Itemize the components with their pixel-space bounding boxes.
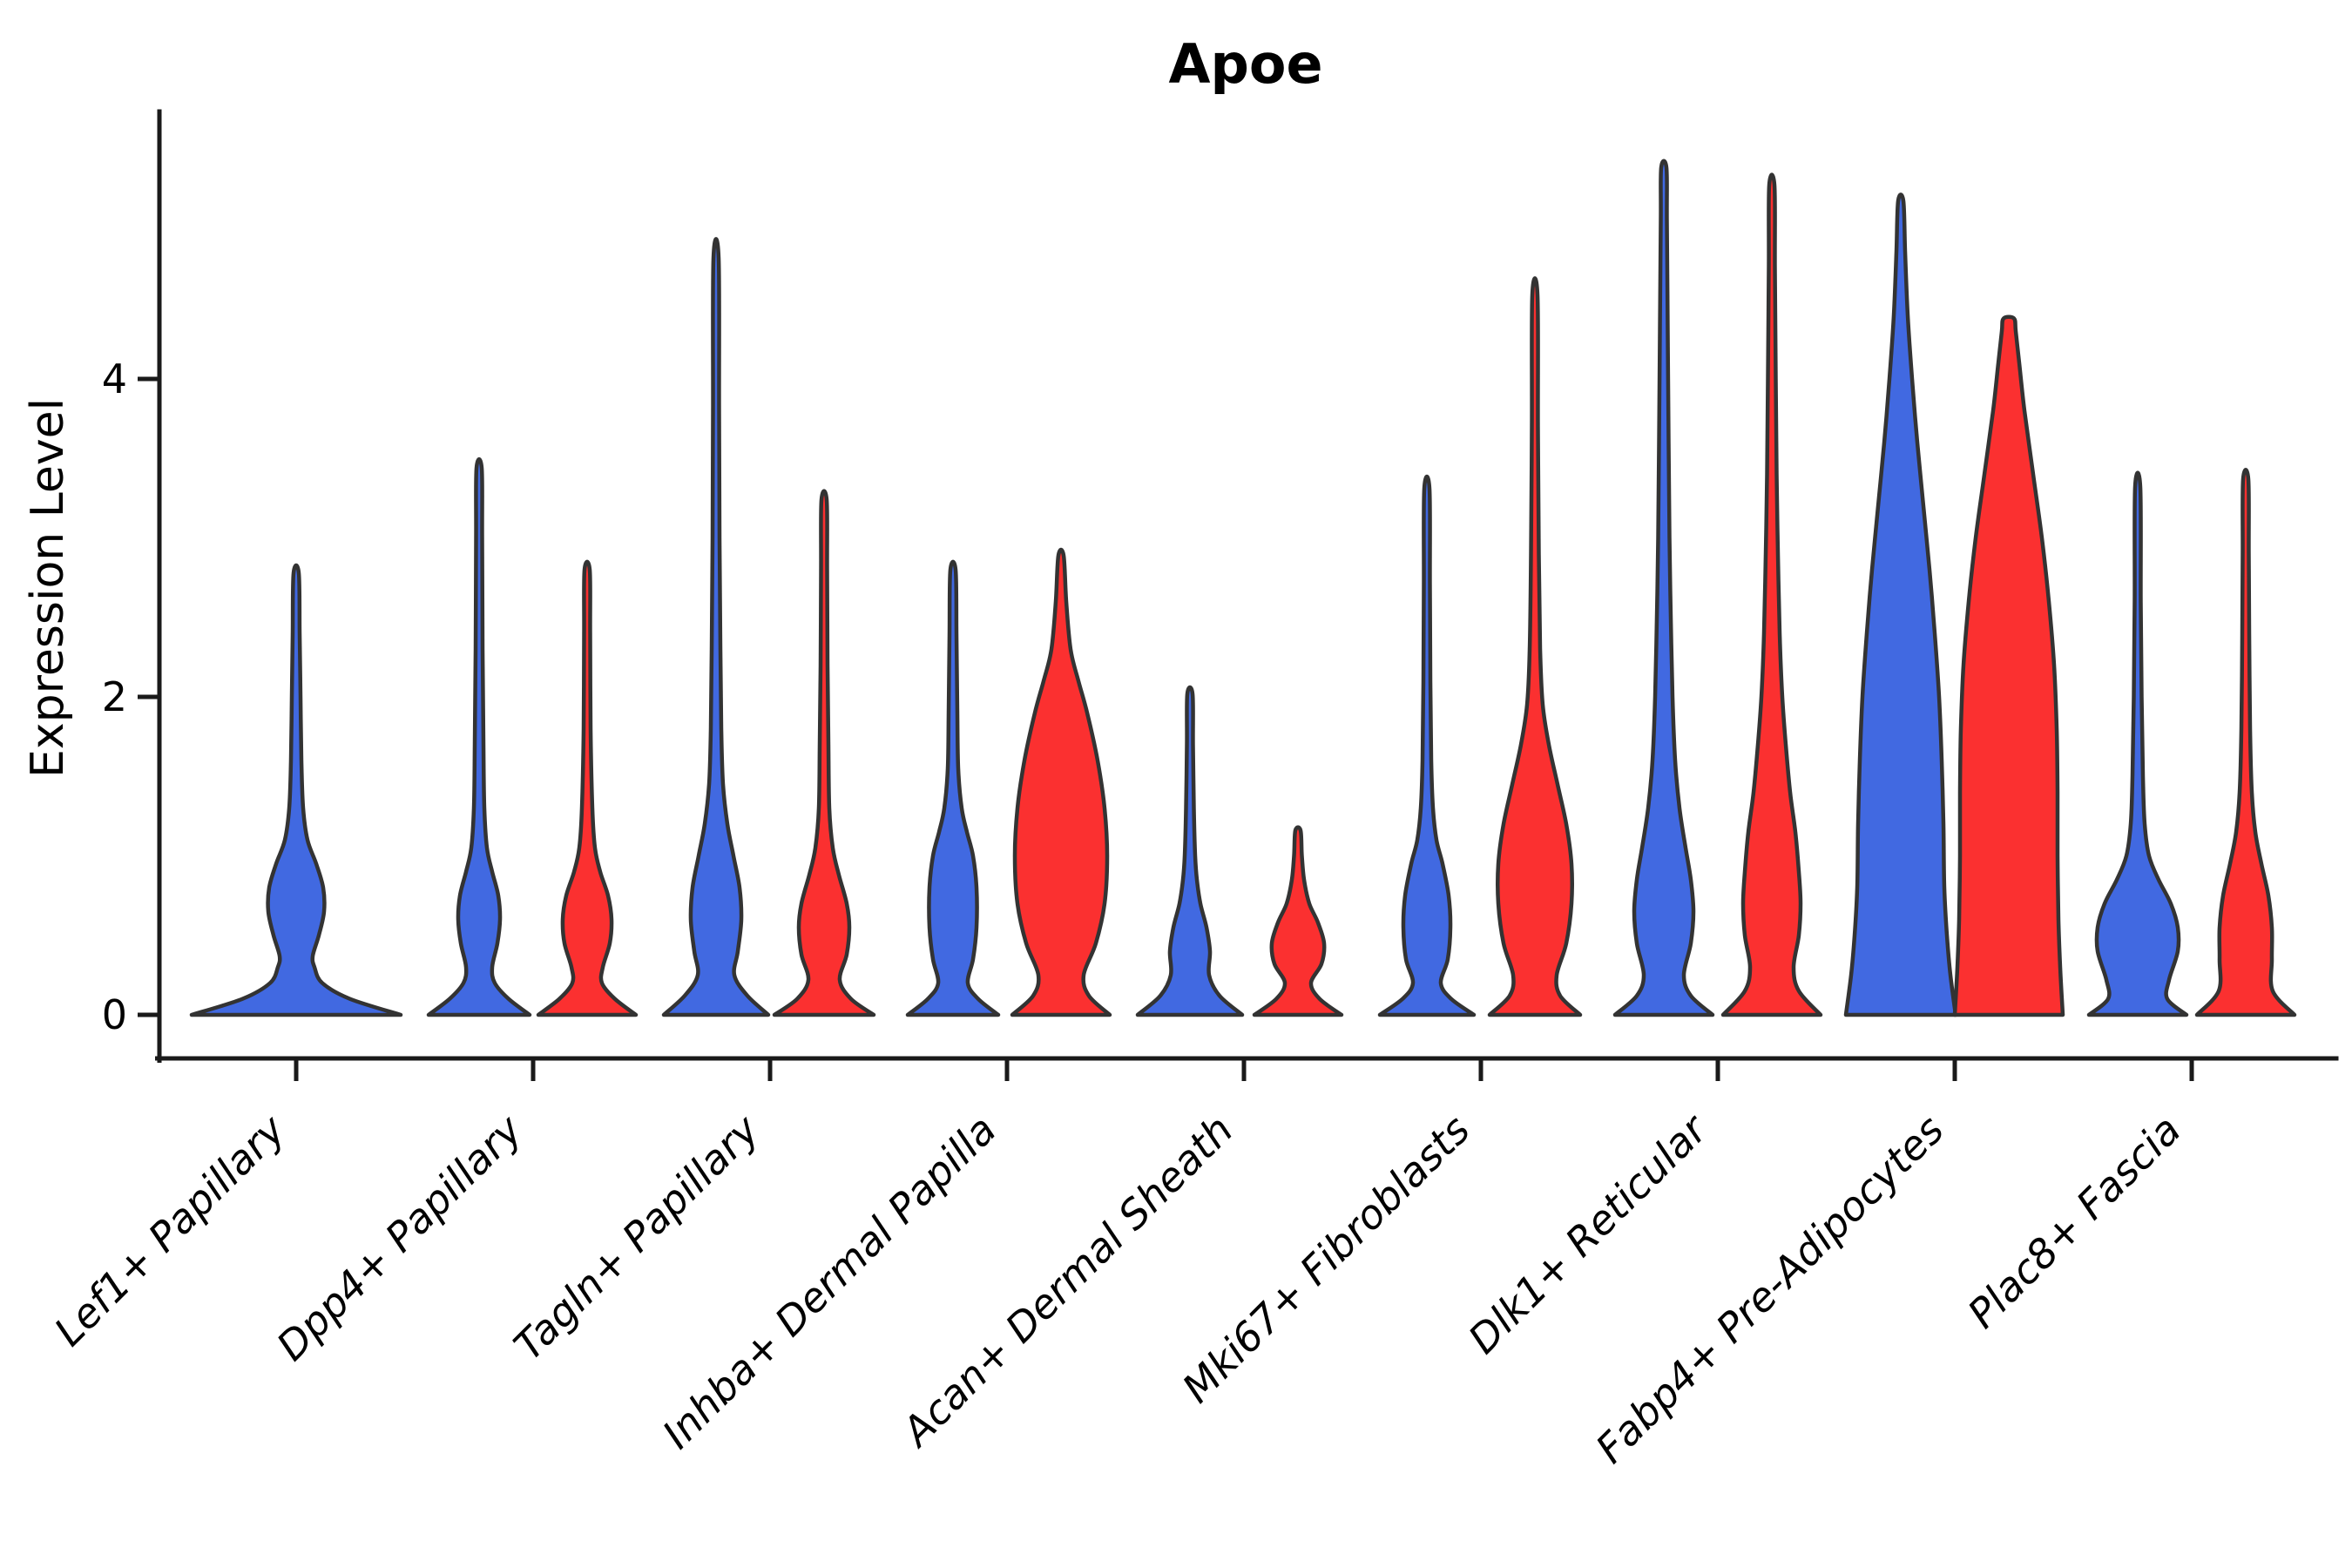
violin-blue-3	[905, 559, 1001, 1017]
violin-red-3	[1010, 547, 1112, 1017]
violin-red-5	[1487, 276, 1583, 1017]
violin-red-4	[1252, 825, 1344, 1017]
violin-red-7	[1952, 314, 2065, 1017]
x-axis-ticks	[294, 1058, 2194, 1081]
chart-title: Apoe	[1168, 32, 1322, 96]
violin-blue-0	[189, 563, 403, 1017]
violin-red-2	[772, 489, 876, 1017]
violin-blue-1	[426, 456, 532, 1017]
y-tick-label-0: 0	[102, 991, 127, 1038]
violin-blue-5	[1377, 474, 1477, 1017]
violin-red-6	[1720, 172, 1823, 1017]
violin-blue-8	[2086, 470, 2189, 1017]
violins-layer	[189, 159, 2297, 1017]
violin-red-1	[536, 559, 639, 1017]
x-tick-label-plac8-fascia: Plac8+ Fascia	[1958, 1106, 2189, 1337]
axes-layer	[138, 109, 2339, 1081]
violin-blue-2	[661, 237, 771, 1017]
x-tick-label-tagln-papillary: Tagln+ Papillary	[504, 1105, 768, 1369]
violin-blue-4	[1135, 685, 1245, 1017]
y-axis-ticks	[138, 376, 159, 1017]
y-tick-label-2: 2	[102, 673, 127, 720]
y-tick-label-4: 4	[102, 355, 127, 402]
y-axis-label: Expression Level	[22, 398, 74, 778]
x-tick-label-dpp4-papillary: Dpp4+ Papillary	[267, 1105, 531, 1369]
x-tick-label-dlk1-reticular: Dlk1+ Reticular	[1459, 1104, 1718, 1362]
violin-blue-7	[1843, 193, 1958, 1017]
violin-blue-6	[1612, 159, 1715, 1017]
x-tick-label-lef1-papillary: Lef1+ Papillary	[45, 1105, 294, 1355]
violin-red-8	[2194, 468, 2297, 1017]
